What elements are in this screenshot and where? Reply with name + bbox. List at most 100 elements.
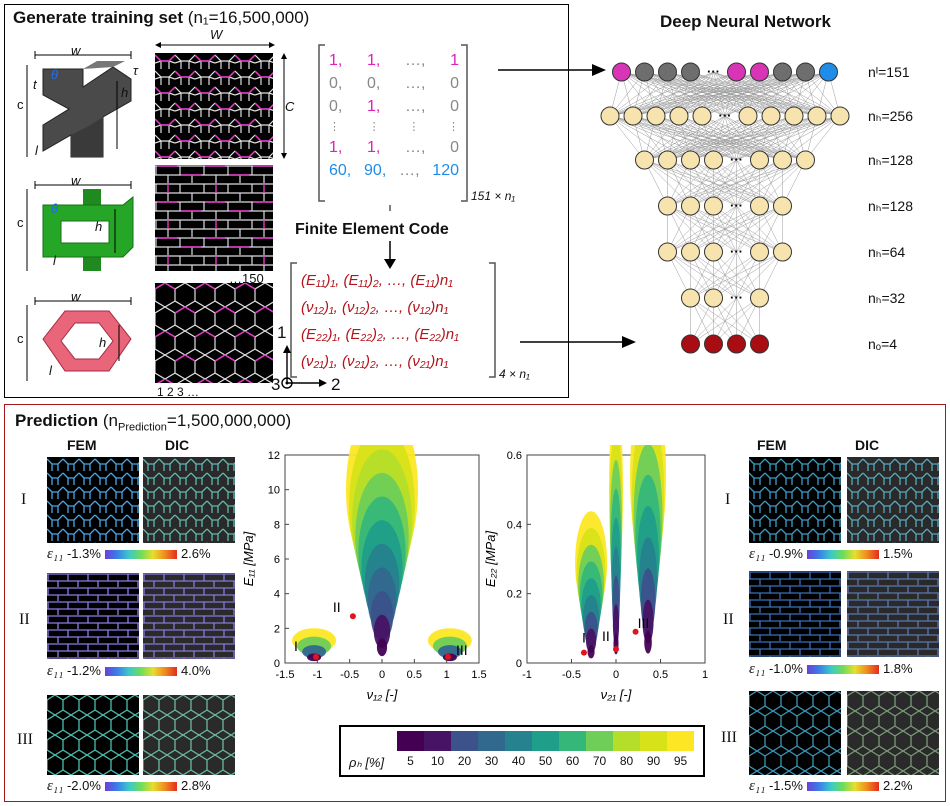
matrix-cell: 1 bbox=[450, 52, 459, 69]
density-band bbox=[437, 645, 462, 659]
density-swatch-label: 5 bbox=[407, 754, 414, 768]
density-swatch-label: 80 bbox=[619, 754, 634, 768]
x-axis-label: ν₂₁ [-] bbox=[601, 687, 632, 702]
x-tick-label: 0 bbox=[379, 669, 385, 681]
strain-max: 2.8% bbox=[180, 778, 211, 793]
lattice-width-label: W bbox=[210, 27, 223, 42]
down-arrow-icon bbox=[384, 205, 396, 269]
strain-min: -1.3% bbox=[66, 546, 101, 561]
density-band bbox=[376, 638, 388, 657]
network-neuron bbox=[750, 62, 769, 82]
matrix-cell: 1, bbox=[366, 52, 381, 69]
right-case-iii-label: III bbox=[721, 729, 737, 746]
density-swatch-label: 10 bbox=[430, 754, 445, 768]
matrix-cell: …, bbox=[404, 139, 426, 156]
strain-min: -2.0% bbox=[66, 778, 101, 793]
density-swatch-color bbox=[505, 731, 532, 751]
ellipsis-marker: ··· bbox=[730, 152, 743, 167]
cell1-c-label: c bbox=[17, 97, 24, 112]
highlight-point bbox=[349, 613, 356, 620]
prediction-count-end: =1,500,000,000) bbox=[166, 411, 292, 430]
density-band bbox=[373, 614, 391, 649]
connection bbox=[609, 71, 691, 117]
matrix-cell: 1, bbox=[329, 139, 343, 156]
point-label: II bbox=[333, 599, 341, 615]
density-swatch-label: 60 bbox=[565, 754, 580, 768]
strain-min: -0.9% bbox=[768, 546, 803, 561]
point-label: III bbox=[638, 615, 650, 631]
network-neuron bbox=[658, 150, 677, 170]
output-row-e22: (E₂₂)₁, (E₂₂)₂, …, (E₂₂)n₁ bbox=[301, 326, 459, 343]
lattice-index-label: 1 2 3 … bbox=[157, 385, 200, 399]
left-fem-iii-tile bbox=[47, 695, 139, 775]
network-neuron bbox=[727, 334, 746, 354]
y-tick-label: 0.2 bbox=[507, 589, 522, 601]
left-strain-iii: ε₁₁ -2.0% 2.8% bbox=[47, 778, 211, 795]
ellipsis-marker: ··· bbox=[719, 108, 732, 123]
matrix-cell: …, bbox=[404, 98, 426, 115]
neural-network-diagram: ··· ··· ··· ··· ··· ··· bbox=[600, 62, 850, 354]
left-fem-ii-tile bbox=[47, 573, 139, 659]
strain-max: 1.5% bbox=[882, 546, 913, 561]
layer-input-label: nᴵ=151 bbox=[868, 64, 910, 80]
cell3-l-label: l bbox=[49, 363, 52, 378]
matrix-cell: 90, bbox=[364, 162, 387, 179]
network-neuron bbox=[658, 196, 677, 216]
ellipsis-marker: ··· bbox=[730, 244, 743, 259]
strain-max: 2.2% bbox=[882, 778, 913, 793]
x-tick-label: -1 bbox=[522, 669, 532, 681]
y-axis-label: E₂₂ [MPa] bbox=[483, 531, 498, 588]
axis-1-label: 1 bbox=[277, 323, 287, 342]
axis-triad-icon bbox=[281, 345, 327, 389]
network-neuron bbox=[819, 62, 838, 82]
network-neuron bbox=[727, 62, 746, 82]
hexagonal-lattice-tile bbox=[155, 283, 273, 383]
network-title: Deep Neural Network bbox=[660, 12, 831, 31]
x-tick-label: 1.5 bbox=[471, 669, 486, 681]
strain-symbol: ε₁₁ bbox=[749, 661, 766, 677]
strain-colorbar bbox=[104, 782, 177, 792]
point-label: I bbox=[294, 638, 298, 654]
lattice-count-label: …150 bbox=[229, 271, 264, 286]
density-swatch: 10 bbox=[424, 731, 451, 768]
cell1-theta-label: θ bbox=[51, 67, 59, 82]
network-neuron bbox=[669, 106, 689, 126]
y-tick-label: 4 bbox=[274, 589, 280, 601]
network-neuron bbox=[750, 242, 769, 262]
connection bbox=[644, 115, 703, 161]
network-neuron bbox=[692, 106, 712, 126]
matrix-row-6: 60, 90, …, 120 bbox=[329, 159, 459, 182]
connection bbox=[759, 115, 841, 161]
dic-ii-pattern-icon bbox=[143, 573, 235, 659]
y-tick-label: 8 bbox=[274, 519, 280, 531]
connection bbox=[690, 251, 737, 299]
connection bbox=[609, 71, 829, 117]
strain-max: 4.0% bbox=[180, 663, 211, 678]
network-neuron bbox=[681, 334, 700, 354]
density-swatch-color bbox=[640, 731, 667, 751]
strain-colorbar bbox=[104, 550, 177, 560]
network-neuron bbox=[612, 62, 631, 82]
matrix-cell: 0, bbox=[329, 98, 343, 115]
output-matrix-size: 4 × n₁ bbox=[499, 367, 530, 381]
matrix-cell: 0, bbox=[329, 75, 343, 92]
point-label: II bbox=[602, 628, 610, 644]
layer-output-label: nₒ=4 bbox=[868, 336, 898, 352]
x-tick-label: 0.5 bbox=[653, 669, 668, 681]
density-swatch-color bbox=[613, 731, 640, 751]
strain-min: -1.0% bbox=[768, 661, 803, 676]
network-neuron bbox=[681, 196, 700, 216]
dic-iii-pattern-icon bbox=[847, 691, 939, 775]
prediction-count: (nPrediction=1,500,000,000) bbox=[103, 411, 292, 433]
density-band bbox=[644, 630, 652, 654]
y-tick-label: 0.4 bbox=[507, 519, 522, 531]
density-swatch-color bbox=[424, 731, 451, 751]
network-neuron bbox=[704, 196, 723, 216]
fem-iii-pattern-icon bbox=[749, 691, 841, 775]
network-neuron bbox=[646, 106, 666, 126]
hexagonal-lattice-pattern-icon bbox=[155, 283, 273, 383]
network-neuron bbox=[796, 150, 815, 170]
network-neuron bbox=[773, 196, 792, 216]
density-swatch: 60 bbox=[559, 731, 586, 768]
density-swatch-color bbox=[559, 731, 586, 751]
